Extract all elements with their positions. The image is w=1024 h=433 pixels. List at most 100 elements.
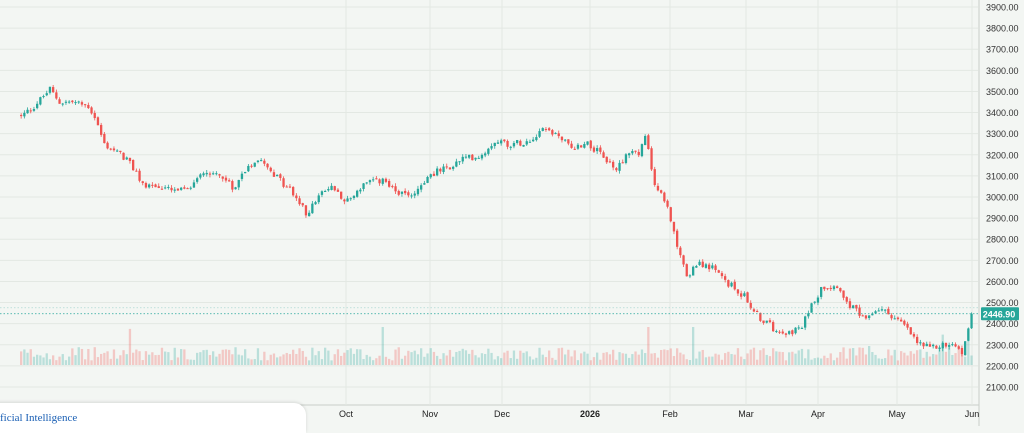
candle-body bbox=[413, 193, 416, 196]
candle-body bbox=[234, 187, 237, 190]
volume-bar bbox=[205, 349, 208, 365]
candle-body bbox=[788, 331, 791, 334]
candle-body bbox=[202, 173, 205, 176]
volume-bar bbox=[154, 355, 157, 365]
candle-body bbox=[183, 187, 186, 189]
candle-body bbox=[832, 286, 836, 290]
volume-bar bbox=[244, 349, 247, 365]
candle-body bbox=[906, 323, 909, 328]
volume-bar bbox=[125, 354, 128, 365]
volume-bar bbox=[893, 349, 896, 365]
candle-body bbox=[826, 288, 829, 290]
volume-bar bbox=[375, 358, 378, 365]
bottom-overlay-tab[interactable]: ficial Intelligence bbox=[0, 403, 306, 433]
time-axis[interactable]: Oct Nov Dec 2026 Feb Mar Apr May Jun bbox=[339, 409, 979, 419]
volume-bar bbox=[212, 351, 215, 365]
candle-body bbox=[781, 331, 784, 334]
candle-body bbox=[432, 173, 436, 176]
candle-body bbox=[349, 198, 352, 200]
volume-bar bbox=[461, 348, 464, 365]
volume-bar bbox=[810, 359, 813, 365]
volume-bar bbox=[682, 354, 685, 365]
volume-bar bbox=[612, 349, 615, 365]
volume-bar bbox=[964, 356, 967, 365]
candle-body bbox=[42, 96, 45, 98]
volume-bar bbox=[340, 355, 343, 365]
candle-body bbox=[439, 168, 442, 172]
volume-bar bbox=[256, 348, 260, 365]
candle-body bbox=[935, 345, 938, 349]
candle-body bbox=[215, 173, 218, 175]
candle-body bbox=[119, 150, 122, 152]
candle-body bbox=[852, 305, 855, 309]
candle-body bbox=[948, 345, 951, 347]
candle-body bbox=[400, 191, 404, 194]
volume-bar bbox=[861, 347, 864, 365]
volume-bar bbox=[839, 352, 842, 365]
candle-body bbox=[685, 264, 688, 277]
candle-body bbox=[647, 135, 650, 149]
volume-bar bbox=[276, 357, 279, 365]
volume-bar bbox=[90, 360, 93, 365]
candle-body bbox=[52, 87, 55, 93]
price-axis[interactable]: 3900.00 3800.00 3700.00 3600.00 3500.00 3400.… bbox=[986, 3, 1019, 393]
volume-bar bbox=[628, 357, 631, 365]
candle-body bbox=[746, 292, 749, 303]
candle-body bbox=[314, 202, 317, 205]
candle-body bbox=[61, 103, 64, 105]
volume-bar bbox=[967, 330, 970, 365]
y-tick-label: 2100.00 bbox=[986, 383, 1019, 393]
volume-bar bbox=[484, 353, 487, 365]
candle-body bbox=[301, 203, 304, 206]
volume-bar bbox=[170, 360, 173, 365]
candle-body bbox=[224, 177, 228, 181]
volume-bar bbox=[692, 327, 695, 365]
candle-body bbox=[698, 261, 701, 266]
volume-bar bbox=[77, 347, 80, 365]
volume-bar bbox=[909, 351, 912, 365]
volume-bar bbox=[884, 358, 887, 365]
candle-body bbox=[500, 140, 503, 144]
candle-body bbox=[794, 327, 797, 334]
candle-body bbox=[154, 184, 157, 188]
volume-bar bbox=[167, 352, 170, 365]
volume-bar bbox=[717, 354, 720, 365]
volume-bar bbox=[951, 354, 954, 365]
candle-body bbox=[829, 287, 832, 290]
candle-body bbox=[733, 281, 736, 290]
candle-body bbox=[672, 221, 676, 232]
volume-bar bbox=[404, 355, 407, 365]
candle-body bbox=[260, 160, 263, 162]
volume-bar bbox=[157, 354, 160, 365]
volume-bar bbox=[458, 350, 461, 365]
volume-bar bbox=[32, 356, 36, 365]
candle-body bbox=[560, 136, 564, 141]
candle-body bbox=[663, 192, 666, 202]
volume-bar bbox=[618, 352, 621, 365]
candle-body bbox=[372, 179, 375, 181]
y-tick-label: 3500.00 bbox=[986, 87, 1019, 97]
volume-bar bbox=[631, 354, 634, 365]
candle-body bbox=[458, 161, 461, 163]
candle-body bbox=[730, 282, 733, 287]
volume-bar bbox=[493, 359, 496, 365]
candle-body bbox=[477, 157, 480, 159]
candle-body bbox=[541, 128, 544, 131]
candle-body bbox=[375, 178, 378, 180]
volume-bar bbox=[522, 352, 525, 365]
candle-body bbox=[218, 174, 221, 176]
volume-bar bbox=[112, 349, 116, 365]
volume-bar bbox=[688, 359, 692, 365]
volume-bar bbox=[359, 349, 362, 365]
volume-bar bbox=[292, 349, 295, 365]
volume-bar bbox=[448, 349, 452, 365]
candlesticks[interactable] bbox=[20, 84, 973, 357]
volume-bar bbox=[669, 348, 672, 365]
y-tick-label: 2800.00 bbox=[986, 235, 1019, 245]
volume-bar bbox=[324, 347, 327, 365]
candle-body bbox=[624, 154, 628, 163]
volume-bar bbox=[877, 358, 880, 365]
candle-body bbox=[772, 322, 775, 332]
